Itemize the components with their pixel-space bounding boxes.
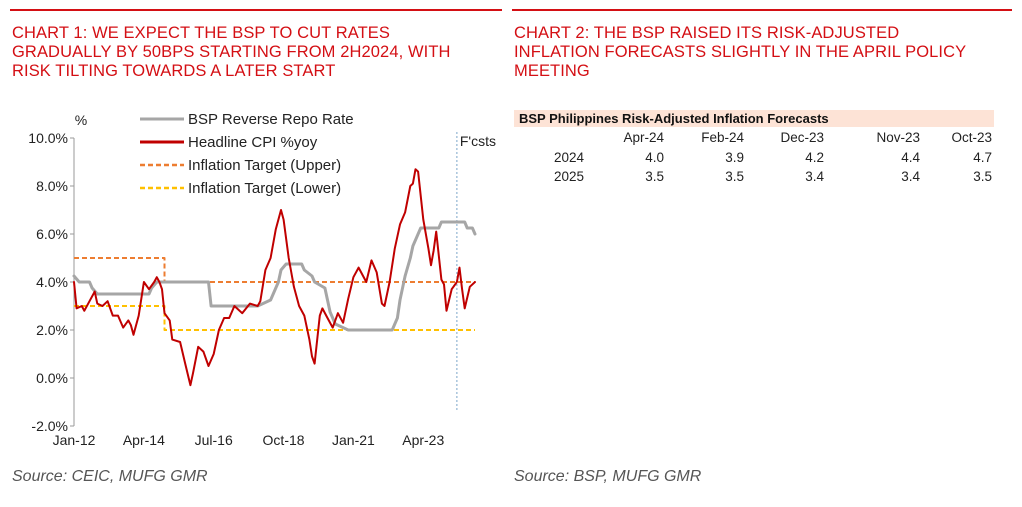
forecast-table: Apr-24 Feb-24 Dec-23 Nov-23 Oct-23 2024 … bbox=[514, 128, 994, 187]
table-row-label: 2024 bbox=[553, 149, 584, 165]
table-header-cell: Apr-24 bbox=[623, 130, 664, 145]
table-row-label: 2025 bbox=[553, 169, 584, 184]
table-header-cell: Feb-24 bbox=[701, 130, 744, 145]
chart1-title: CHART 1: WE EXPECT THE BSP TO CUT RATES … bbox=[12, 24, 451, 80]
table-cell: 3.5 bbox=[645, 169, 664, 184]
x-tick-label: Jul-16 bbox=[195, 432, 233, 448]
chart2-title: CHART 2: THE BSP RAISED ITS RISK-ADJUSTE… bbox=[514, 24, 967, 80]
y-tick-label: -2.0% bbox=[31, 418, 68, 434]
repo-rate-line bbox=[72, 220, 477, 332]
table-cell: 4.7 bbox=[973, 149, 992, 165]
chart1-top-rule bbox=[10, 9, 502, 11]
chart1-source: Source: CEIC, MUFG GMR bbox=[12, 468, 208, 485]
x-tick-label: Apr-14 bbox=[123, 432, 165, 448]
legend-repo-rate-label: BSP Reverse Repo Rate bbox=[188, 111, 354, 128]
table-title: BSP Philippines Risk-Adjusted Inflation … bbox=[519, 111, 829, 126]
y-tick-label: 10.0% bbox=[28, 130, 68, 146]
table-cell: 4.2 bbox=[805, 149, 824, 165]
table-cell: 3.4 bbox=[805, 169, 824, 184]
table-cell: 4.4 bbox=[901, 149, 920, 165]
table-header-cell: Dec-23 bbox=[780, 130, 824, 145]
forecast-label: F'csts bbox=[460, 133, 496, 149]
legend-headline-cpi-label: Headline CPI %yoy bbox=[188, 134, 318, 151]
table-cell: 3.4 bbox=[901, 169, 920, 184]
table-cell: 4.0 bbox=[645, 149, 664, 165]
table-cell: 3.5 bbox=[725, 169, 744, 184]
y-tick-label: 8.0% bbox=[36, 178, 68, 194]
inflation-target-upper-line bbox=[74, 257, 475, 283]
table-title-bar: BSP Philippines Risk-Adjusted Inflation … bbox=[514, 110, 994, 127]
x-tick-label: Jan-21 bbox=[332, 432, 375, 448]
headline-cpi-line bbox=[73, 168, 476, 387]
y-tick-label: 2.0% bbox=[36, 322, 68, 338]
table-row: 2024 4.0 3.9 4.2 4.4 4.7 bbox=[514, 148, 994, 168]
y-tick-label: 6.0% bbox=[36, 226, 68, 242]
chart2-panel: CHART 2: THE BSP RAISED ITS RISK-ADJUSTE… bbox=[512, 0, 1012, 507]
legend-target-upper-label: Inflation Target (Upper) bbox=[188, 157, 341, 174]
table-header-cell: Nov-23 bbox=[876, 130, 920, 145]
chart1-panel: CHART 1: WE EXPECT THE BSP TO CUT RATES … bbox=[10, 0, 502, 507]
table-cell: 3.9 bbox=[725, 149, 744, 165]
legend-target-lower-label: Inflation Target (Lower) bbox=[188, 180, 341, 197]
table-header-row: Apr-24 Feb-24 Dec-23 Nov-23 Oct-23 bbox=[514, 128, 994, 148]
chart2-top-rule bbox=[512, 9, 1012, 11]
chart2-source: Source: BSP, MUFG GMR bbox=[514, 468, 702, 485]
table-cell: 3.5 bbox=[973, 169, 992, 184]
x-tick-label: Jan-12 bbox=[53, 432, 96, 448]
table-header-cell: Oct-23 bbox=[951, 130, 992, 145]
y-unit-label: % bbox=[75, 112, 87, 128]
line-chart: -2.0% 0.0% 2.0% 4.0% 6.0% 8.0% 10.0%% Jan-12 Apr… bbox=[28, 111, 496, 448]
x-tick-label: Oct-18 bbox=[263, 432, 305, 448]
table-row: 2025 3.5 3.5 3.4 3.4 3.5 bbox=[514, 167, 994, 187]
inflation-target-lower-line bbox=[74, 305, 475, 331]
y-tick-label: 0.0% bbox=[36, 370, 68, 386]
y-tick-label: 4.0% bbox=[36, 274, 68, 290]
x-tick-label: Apr-23 bbox=[402, 432, 444, 448]
